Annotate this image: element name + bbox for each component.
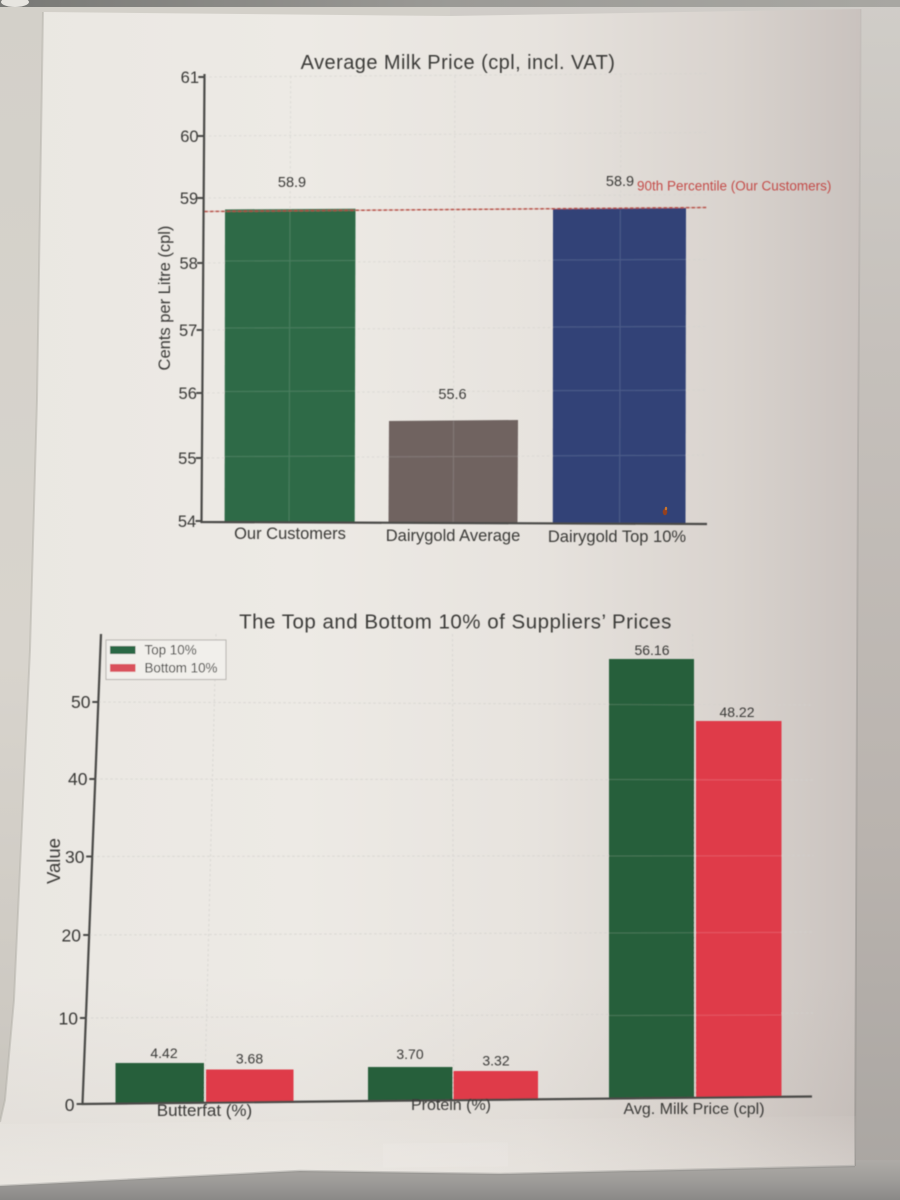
- svg-text:Dairygold Top 10%: Dairygold Top 10%: [548, 528, 687, 546]
- svg-text:Avg. Milk Price (cpl): Avg. Milk Price (cpl): [623, 1101, 764, 1118]
- svg-text:3.32: 3.32: [482, 1053, 509, 1069]
- svg-text:20: 20: [62, 926, 82, 946]
- svg-text:54: 54: [178, 513, 196, 531]
- svg-text:Protein (%): Protein (%): [411, 1097, 491, 1114]
- svg-text:Bottom 10%: Bottom 10%: [145, 661, 218, 676]
- svg-text:Our Customers: Our Customers: [234, 525, 346, 543]
- svg-text:Value: Value: [43, 838, 64, 884]
- svg-text:3.70: 3.70: [396, 1046, 423, 1062]
- svg-text:Cents per Litre (cpl): Cents per Litre (cpl): [156, 226, 174, 371]
- svg-text:The Top and Bottom 10% of Supp: The Top and Bottom 10% of Suppliers’ Pri…: [239, 611, 672, 634]
- svg-text:30: 30: [65, 847, 85, 867]
- svg-text:58: 58: [179, 255, 197, 273]
- svg-text:Top 10%: Top 10%: [145, 643, 197, 658]
- svg-text:56: 56: [179, 385, 197, 403]
- svg-text:Average Milk Price (cpl, incl.: Average Milk Price (cpl, incl. VAT): [301, 52, 616, 74]
- svg-text:60: 60: [180, 128, 198, 146]
- svg-text:0: 0: [65, 1095, 75, 1115]
- svg-text:10: 10: [59, 1009, 79, 1029]
- svg-text:55: 55: [178, 450, 196, 468]
- svg-text:58.9: 58.9: [606, 174, 634, 190]
- svg-text:61: 61: [181, 69, 199, 87]
- svg-text:90th Percentile (Our Customers: 90th Percentile (Our Customers): [637, 179, 831, 194]
- svg-text:Butterfat (%): Butterfat (%): [157, 1101, 252, 1120]
- svg-text:59: 59: [180, 190, 198, 208]
- svg-text:50: 50: [71, 692, 91, 712]
- svg-text:40: 40: [68, 769, 88, 789]
- svg-text:56.16: 56.16: [634, 642, 669, 658]
- svg-text:48.22: 48.22: [719, 704, 754, 720]
- svg-text:Dairygold Average: Dairygold Average: [386, 527, 521, 545]
- svg-text:55.6: 55.6: [438, 387, 466, 403]
- svg-text:4.42: 4.42: [150, 1045, 177, 1061]
- svg-text:57: 57: [179, 322, 197, 340]
- svg-text:58.9: 58.9: [278, 175, 306, 191]
- svg-text:3.68: 3.68: [236, 1051, 263, 1067]
